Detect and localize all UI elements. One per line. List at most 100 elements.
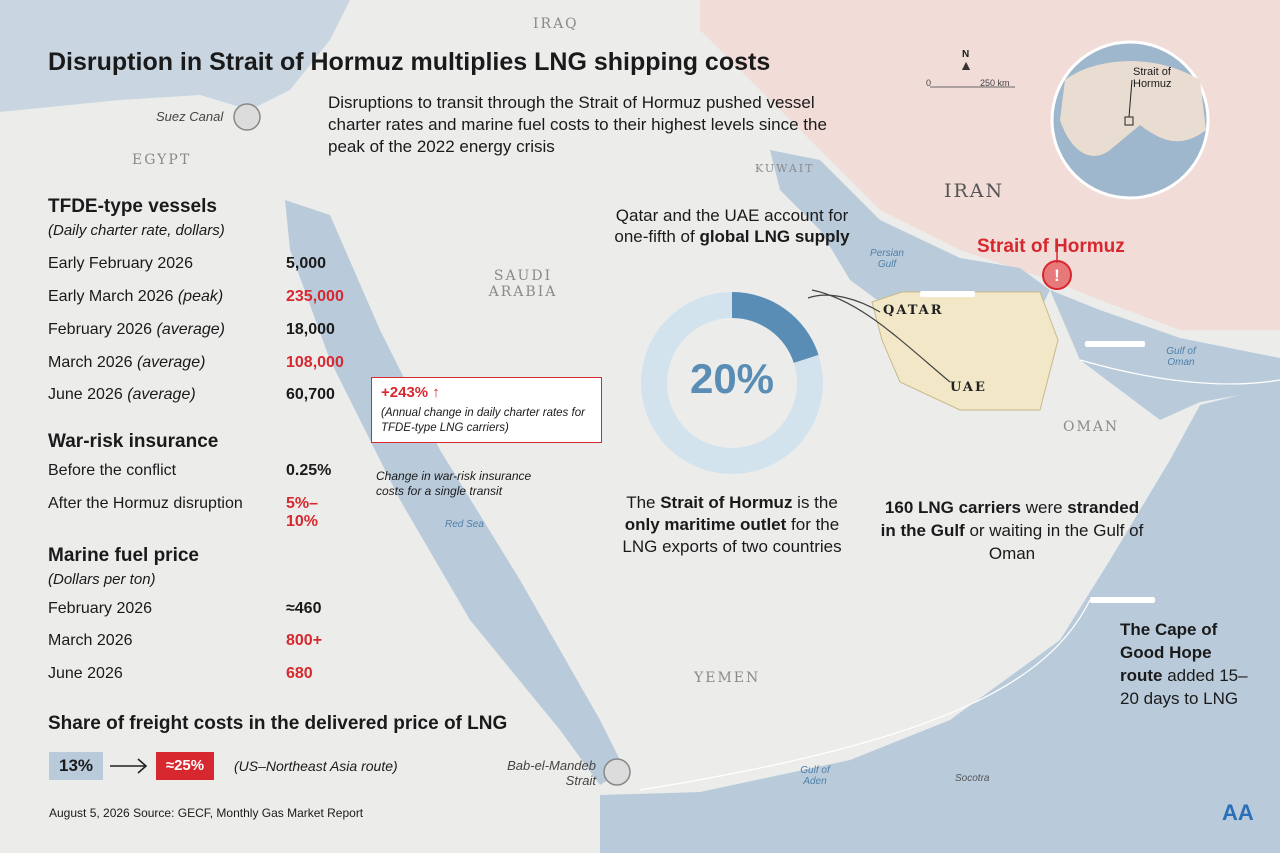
table-row: Before the conflict 0.25% [48,462,331,480]
ship [1090,597,1155,603]
donut-label: 20% [689,355,775,402]
callout-note: (Annual change in daily charter rates fo… [381,407,585,434]
section-title: War-risk insurance [48,431,219,452]
globe-label: Strait of Hormuz [1133,66,1172,90]
section-title: TFDE-type vessels [48,196,217,217]
map-label: KUWAIT [755,162,815,175]
callout-box: +243% ↑ (Annual change in daily charter … [371,377,602,443]
row-label: Early March 2026 [48,288,174,305]
arabian-sea [600,385,1280,853]
row-label: Before the conflict [48,462,177,479]
route-line [639,599,1091,791]
row-value: ≈460 [286,600,322,617]
share-to: ≈25% [156,752,214,780]
table-row: February 2026 ≈460 [48,600,321,618]
row-value: 5%–10% [286,495,319,530]
map-label: QATAR [883,303,944,318]
table-row: Early March 2026 (peak) 235,000 [48,288,344,306]
scale-label: 0 [926,78,932,88]
map-label: SAUDI ARABIA [488,268,558,300]
table-row: June 2026 (average) 60,700 [48,386,335,404]
table-row: Early February 2026 5,000 [48,255,326,273]
section-subtitle: (Daily charter rate, dollars) [48,222,225,239]
row-label: February 2026 [48,321,153,338]
row-value: 0.25% [286,462,332,479]
bab-el-mandeb-marker [603,758,631,786]
north-label: N [962,49,970,60]
hormuz-icon: ! [1054,266,1060,285]
footer: August 5, 2026 Source: GECF, Monthly Gas… [49,806,364,820]
share-title: Share of freight costs in the delivered … [48,713,508,734]
map-label: UAE [950,380,987,395]
row-qualifier: (average) [127,386,196,403]
row-value: 108,000 [286,354,344,371]
north-arrow: ▲ [959,57,973,73]
persian-gulf [770,150,1050,310]
ship [1085,341,1145,347]
uae-arrow [811,289,951,383]
island-label: Socotra [955,773,990,784]
gulf-of-oman [1050,290,1280,420]
globe-land [1060,61,1206,156]
row-value: 5,000 [286,255,327,272]
war-risk-note: Change in war-risk insurance costs for a… [376,469,532,498]
row-label: Early February 2026 [48,255,193,272]
row-label: June 2026 [48,665,123,682]
map-label: YEMEN [694,670,761,686]
share-from: 13% [49,752,103,780]
row-label: March 2026 [48,354,133,371]
place-label: Suez Canal [156,109,224,124]
scale-label: 250 km [980,78,1010,88]
globe-leader [1128,79,1133,118]
red-sea [285,200,625,785]
donut-segment [732,292,819,363]
hormuz-label: Strait of Hormuz [977,236,1125,257]
title: Disruption in Strait of Hormuz multiplie… [48,48,771,76]
row-value: 680 [286,665,313,682]
ship [920,291,975,297]
table-row: March 2026 (average) 108,000 [48,354,344,372]
sea-label: Gulf of Aden [800,765,830,787]
outlet-note: The Strait of Hormuz is the only maritim… [622,493,842,556]
suez-marker [233,103,261,131]
callout-value: +243% ↑ [381,384,440,401]
stranded-note: 160 LNG carriers were stranded in the Gu… [880,498,1144,563]
mediterranean [0,0,350,112]
donut [641,292,823,474]
row-value: 18,000 [286,321,335,338]
row-value: 800+ [286,632,323,649]
sea-label: Gulf of Oman [1166,346,1196,368]
table-row: February 2026 (average) 18,000 [48,321,335,339]
map-label: EGYPT [132,152,192,168]
row-label: February 2026 [48,600,153,617]
share-note: (US–Northeast Asia route) [234,758,398,774]
row-label: After the Hormuz disruption [48,495,243,512]
globe [1050,40,1210,200]
row-label: March 2026 [48,632,133,649]
subtitle: Disruptions to transit through the Strai… [328,93,827,156]
section-subtitle: (Dollars per ton) [48,571,156,588]
row-qualifier: (average) [156,321,225,338]
share-arrow [110,758,148,774]
sea-label: Persian Gulf [870,248,904,270]
sea-label: Red Sea [445,519,484,530]
row-value: 235,000 [286,288,344,305]
row-label: June 2026 [48,386,123,403]
map-label: OMAN [1063,419,1120,435]
qatar-arrow [807,294,881,313]
ships [920,291,1155,603]
table-row: June 2026 680 [48,665,313,683]
supply-note: Qatar and the UAE account for one-fifth … [614,206,850,246]
section-title: Marine fuel price [48,545,199,566]
scale-bar: ▲ [930,57,1015,88]
logo: AA [1222,800,1254,825]
row-qualifier: (average) [136,354,206,371]
row-qualifier: (peak) [177,288,224,305]
place-label: Bab-el-Mandeb Strait [507,758,596,788]
cape-note: The Cape of Good Hope route added 15–20 … [1120,620,1248,708]
route-line [1079,359,1280,385]
table-row: March 2026 800+ [48,632,322,650]
map-label: IRAQ [533,16,579,32]
